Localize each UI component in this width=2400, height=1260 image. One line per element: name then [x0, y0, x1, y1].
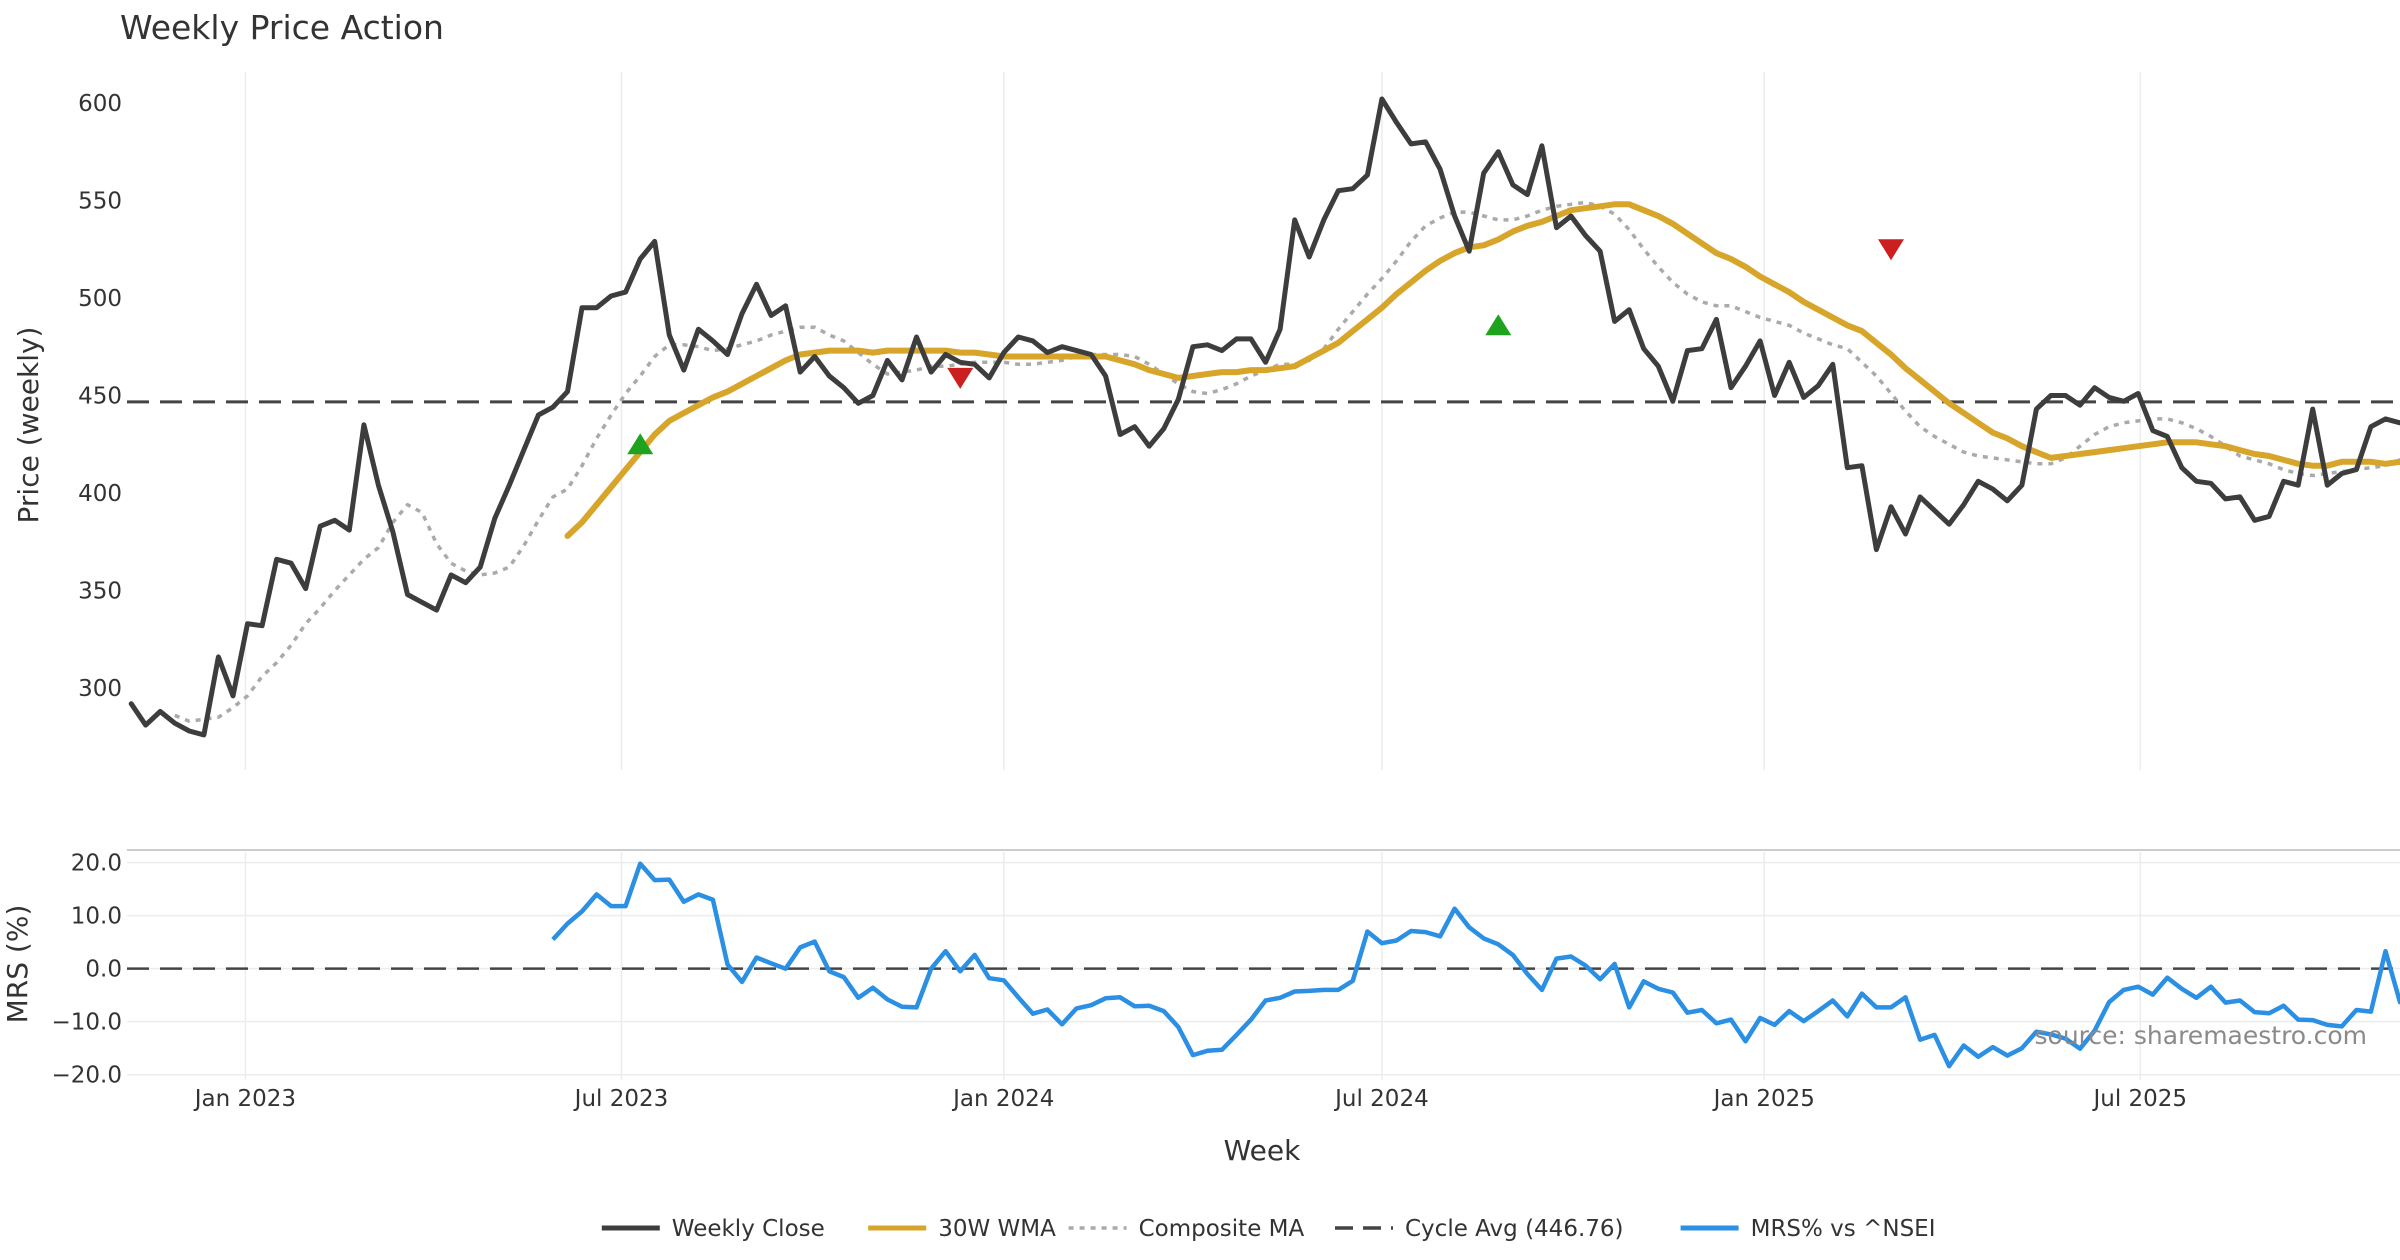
- sell-marker-3: [1878, 239, 1904, 261]
- price-grid: [244, 72, 2142, 770]
- mrs-series: [551, 861, 2400, 1069]
- legend-item-cycle-avg-446-76: Cycle Avg (446.76): [1335, 1216, 1624, 1242]
- legend-label: MRS% vs ^NSEI: [1751, 1216, 1936, 1242]
- mrs-y-tick-label: 0.0: [85, 957, 122, 983]
- series-30w-wma: [564, 201, 2400, 539]
- legend-item-mrs-vs-nsei: MRS% vs ^NSEI: [1680, 1216, 1936, 1242]
- x-ticks: Jan 2023 Jul 2023 Jan 2024 Jul 2024 Jan 2025…: [193, 1086, 2187, 1112]
- price-y-tick-label: 600: [78, 91, 122, 117]
- mrs-y-tick-label: −20.0: [52, 1063, 122, 1089]
- mrs-y-tick-label: −10.0: [52, 1010, 122, 1036]
- price-y-tick-label: 400: [78, 481, 122, 507]
- legend-label: Cycle Avg (446.76): [1405, 1216, 1624, 1242]
- mrs-panel: −20.0 −10.0 0.0 10.0 20.0: [52, 851, 2400, 1089]
- mrs-y-tick-label: 20.0: [71, 851, 122, 877]
- price-y-tick-label: 300: [78, 676, 122, 702]
- legend: Weekly Close 30W WMA Composite MA Cycle Avg…: [601, 1216, 1936, 1242]
- x-tick-label: Jul 2025: [2091, 1086, 2187, 1112]
- legend-item-weekly-close: Weekly Close: [601, 1216, 825, 1242]
- x-tick-label: Jan 2025: [1712, 1086, 1815, 1112]
- legend-item-composite-ma: Composite MA: [1068, 1216, 1305, 1242]
- series-composite-ma: [174, 200, 2400, 723]
- legend-label: 30W WMA: [938, 1216, 1056, 1242]
- price-y-tick-label: 450: [78, 383, 122, 409]
- legend-label: Composite MA: [1139, 1216, 1305, 1242]
- mrs-y-ticks: −20.0 −10.0 0.0 10.0 20.0: [52, 851, 122, 1089]
- x-tick-label: Jul 2024: [1333, 1086, 1429, 1112]
- x-axis-label: Week: [1224, 1134, 1301, 1167]
- buy-marker-0: [627, 433, 654, 455]
- x-tick-label: Jul 2023: [573, 1086, 669, 1112]
- legend-item-30w-wma: 30W WMA: [868, 1216, 1056, 1242]
- series-weekly-close: [128, 96, 2400, 738]
- source-credit: source: sharemaestro.com: [2035, 1021, 2368, 1050]
- price-panel: 300 350 400 450 500 550 600: [78, 72, 2400, 770]
- price-y-axis-label: Price (weekly): [12, 327, 45, 524]
- x-tick-label: Jan 2023: [193, 1086, 296, 1112]
- mrs-y-axis-label: MRS (%): [1, 905, 34, 1024]
- mrs-y-tick-label: 10.0: [71, 904, 122, 930]
- chart-title: Weekly Price Action: [120, 8, 444, 47]
- x-tick-label: Jan 2024: [951, 1086, 1054, 1112]
- price-markers: [627, 239, 1904, 455]
- price-y-tick-label: 350: [78, 579, 122, 605]
- buy-marker-2: [1485, 314, 1512, 336]
- sell-marker-1: [947, 367, 974, 389]
- price-y-ticks: 300 350 400 450 500 550 600: [78, 91, 122, 702]
- series-mrs-vs-nsei: [551, 861, 2400, 1069]
- price-series: [127, 96, 2400, 738]
- price-y-tick-label: 550: [78, 188, 122, 214]
- mrs-grid: [127, 852, 2400, 1080]
- legend-label: Weekly Close: [672, 1216, 825, 1242]
- price-y-tick-label: 500: [78, 286, 122, 312]
